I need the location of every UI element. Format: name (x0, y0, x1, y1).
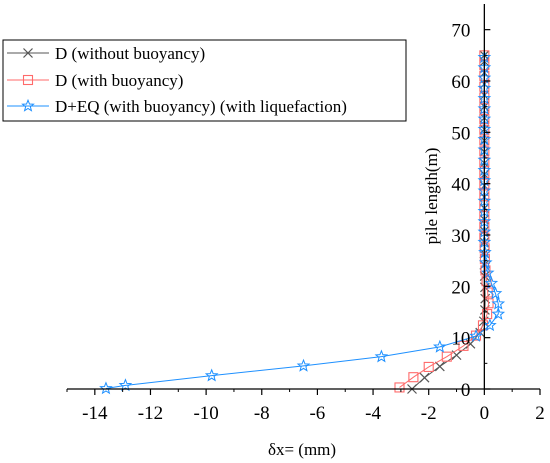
series-2 (394, 50, 494, 393)
y-tick-label: 70 (451, 21, 470, 42)
x-tick-label: -6 (309, 403, 325, 424)
series-point (441, 351, 452, 362)
series-1 (407, 50, 491, 394)
y-tick-label: 0 (461, 380, 471, 401)
series-point (204, 368, 219, 382)
x-tick-label: -10 (193, 403, 218, 424)
series-point (374, 349, 389, 363)
series-point (469, 328, 483, 342)
x-tick-label: 2 (535, 403, 545, 424)
series-point (482, 309, 493, 320)
x-axis-title: δx= (mm) (268, 440, 336, 459)
series-point (484, 276, 499, 290)
series-point (423, 361, 434, 372)
series-point (394, 382, 405, 393)
y-tick-label: 50 (451, 123, 470, 144)
series-point (296, 358, 311, 372)
series-point (483, 318, 497, 332)
series-point (419, 372, 430, 383)
series-point (491, 306, 506, 320)
y-tick-label: 60 (451, 72, 470, 93)
series-point (99, 381, 113, 395)
series-point (478, 255, 493, 269)
legend-marker (23, 48, 33, 58)
series-point (408, 372, 419, 383)
y-tick-label: 10 (451, 329, 470, 350)
legend: D (without buoyancy) D (with buoyancy) D+E… (2, 39, 407, 122)
x-tick-label: -12 (138, 403, 163, 424)
x-tick-label: -8 (254, 403, 270, 424)
x-tick-label: -4 (365, 403, 381, 424)
y-tick-label: 30 (451, 226, 470, 247)
legend-label: D+EQ (with buoyancy) (with liquefaction) (55, 97, 347, 116)
x-tick-label: 0 (480, 403, 490, 424)
legend-marker (22, 74, 34, 86)
y-tick-label: 40 (451, 175, 470, 196)
series-point (458, 340, 469, 351)
series-point (118, 378, 133, 392)
series-point (491, 296, 506, 310)
y-axis-title: pile length(m) (422, 148, 441, 245)
y-tick-label: 20 (451, 277, 470, 298)
series-point (433, 339, 447, 353)
legend-label: D (without buoyancy) (55, 44, 205, 63)
series-point (488, 286, 503, 300)
x-tick-label: -2 (421, 403, 437, 424)
legend-box (2, 39, 407, 122)
legend-label: D (with buoyancy) (55, 71, 183, 90)
series-point (477, 320, 489, 331)
series-point (480, 265, 495, 279)
x-tick-label: -14 (82, 403, 108, 424)
legend-marker (21, 98, 35, 112)
series-point (434, 361, 445, 372)
